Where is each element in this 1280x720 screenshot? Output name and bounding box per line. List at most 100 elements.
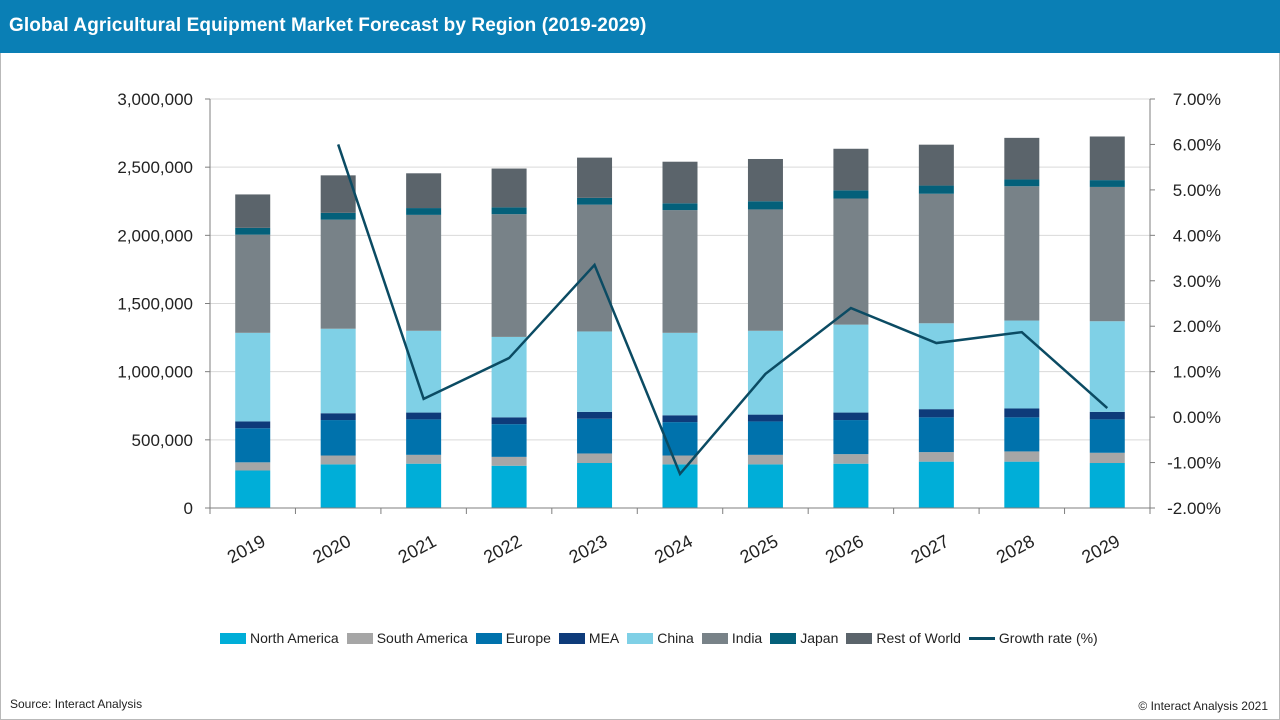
bar-north-america [833, 463, 869, 508]
bar-rest-of-world [918, 144, 954, 186]
bar-europe [320, 420, 356, 456]
bar-china [1004, 320, 1040, 409]
y-right-tick-label: 6.00% [1173, 135, 1221, 154]
chart-legend: North America South America Europe MEA China… [220, 628, 1106, 648]
legend-item: North America [220, 630, 339, 646]
x-tick-label: 2026 [822, 531, 867, 567]
bar-rest-of-world [1004, 137, 1040, 180]
bar-india [491, 214, 527, 337]
bar-rest-of-world [1089, 136, 1125, 181]
bar-south-america [235, 462, 271, 471]
legend-swatch [558, 632, 585, 644]
x-tick-label: 2027 [907, 531, 952, 567]
bar-japan [918, 185, 954, 194]
x-tick-label: 2021 [395, 531, 440, 567]
bar-mea [491, 417, 527, 425]
bar-mea [1004, 408, 1040, 418]
y-right-tick-label: 3.00% [1173, 272, 1221, 291]
bar-europe [406, 419, 442, 455]
legend-label: Europe [505, 630, 551, 646]
legend-item: Europe [475, 630, 551, 646]
bar-north-america [918, 461, 954, 508]
bar-china [320, 328, 356, 414]
legend-item: China [627, 630, 694, 646]
bar-south-america [320, 455, 356, 465]
legend-item: Growth rate (%) [968, 630, 1098, 646]
bar-mea [577, 411, 613, 419]
bar-rest-of-world [491, 168, 527, 208]
bar-india [918, 193, 954, 324]
bar-europe [491, 424, 527, 457]
bar-north-america [1089, 463, 1125, 508]
bar-japan [577, 197, 613, 205]
bar-mea [1089, 411, 1125, 420]
legend-item: Japan [770, 630, 838, 646]
bar-mea [833, 412, 869, 421]
legend-item: MEA [558, 630, 619, 646]
bar-europe [833, 420, 869, 455]
x-tick-label: 2020 [309, 531, 354, 567]
bar-rest-of-world [747, 158, 783, 202]
legend-item: Rest of World [846, 630, 961, 646]
bar-china [662, 332, 698, 416]
legend-swatch [475, 632, 502, 644]
bar-south-america [833, 454, 869, 464]
y-left-tick-label: 2,000,000 [117, 226, 193, 245]
bar-south-america [577, 453, 613, 464]
legend-label: North America [250, 630, 339, 646]
bar-mea [320, 413, 356, 421]
copyright-note: © Interact Analysis 2021 [1138, 699, 1268, 713]
legend-label: Japan [800, 630, 839, 646]
x-tick-label: 2024 [651, 531, 696, 567]
bar-rest-of-world [406, 173, 442, 209]
x-tick-label: 2019 [224, 531, 269, 567]
bar-europe [577, 418, 613, 454]
legend-swatch [770, 632, 797, 644]
title-bar: Global Agricultural Equipment Market For… [0, 0, 1280, 53]
y-left-tick-label: 0 [184, 499, 193, 518]
bar-south-america [662, 455, 698, 465]
legend-swatch [220, 632, 246, 644]
bar-india [747, 209, 783, 331]
bar-mea [918, 409, 954, 418]
bar-japan [406, 208, 442, 215]
bar-europe [662, 422, 698, 456]
bar-south-america [491, 456, 527, 466]
bar-south-america [1004, 451, 1040, 462]
y-left-tick-label: 2,500,000 [117, 158, 193, 177]
bar-europe [747, 421, 783, 455]
bar-north-america [235, 470, 271, 508]
y-right-tick-label: -2.00% [1167, 499, 1221, 518]
bar-north-america [747, 464, 783, 508]
bar-india [235, 234, 271, 333]
bar-india [1089, 186, 1125, 322]
legend-item: South America [346, 630, 468, 646]
legend-item: India [701, 630, 762, 646]
bar-japan [1089, 180, 1125, 187]
y-right-tick-label: 1.00% [1173, 363, 1221, 382]
bar-mea [747, 414, 783, 422]
bar-mea [406, 412, 442, 420]
x-tick-label: 2029 [1078, 531, 1123, 567]
bar-europe [1089, 419, 1125, 453]
bar-north-america [320, 464, 356, 508]
bar-japan [1004, 179, 1040, 187]
bar-mea [235, 421, 271, 429]
legend-label: Rest of World [876, 630, 961, 646]
bar-japan [833, 190, 869, 199]
bar-south-america [406, 454, 442, 464]
legend-swatch [701, 632, 728, 644]
legend-label: South America [376, 630, 468, 646]
bar-north-america [491, 465, 527, 508]
legend-swatch [627, 632, 654, 644]
legend-label: China [657, 630, 694, 646]
bar-china [833, 324, 869, 413]
x-tick-label: 2023 [566, 531, 611, 567]
bar-rest-of-world [235, 194, 271, 228]
y-right-tick-label: 7.00% [1173, 90, 1221, 109]
bar-north-america [1004, 461, 1040, 508]
y-left-tick-label: 3,000,000 [117, 90, 193, 109]
bar-mea [662, 415, 698, 423]
y-left-tick-label: 1,500,000 [117, 295, 193, 314]
